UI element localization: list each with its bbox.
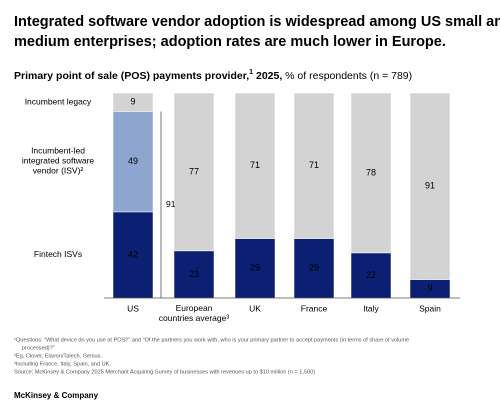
bar-segment: [350, 92, 392, 254]
bar-segment: [173, 250, 215, 299]
value-label: 49: [128, 156, 138, 166]
value-label: 29: [250, 263, 260, 273]
chart-title: Integrated software vendor adoption is w…: [14, 14, 500, 50]
x-tick-label: Spain: [419, 303, 441, 313]
legend-label: Incumbent-led integrated software vendor (…: [22, 146, 95, 176]
chart-subtitle: Primary point of sale (POS) payments pro…: [14, 69, 412, 82]
footnote: processed)?”: [22, 345, 55, 351]
value-label: 22: [366, 270, 376, 280]
legend-label: Fintech ISVs: [34, 249, 82, 259]
footnote: ¹Questions: “What device do you use at P…: [14, 337, 409, 343]
value-label: 77: [189, 166, 199, 176]
value-label: 91: [425, 181, 435, 191]
subtitle-unit: % of respondents (n = 789): [282, 70, 412, 82]
bar-segment: [112, 111, 154, 213]
bar-segment: [350, 252, 392, 299]
bar-segment: [409, 92, 451, 280]
x-tick-label: Italy: [363, 303, 379, 313]
footnote: Source: McKinsey & Company 2025 Merchant…: [14, 369, 315, 375]
footnote: ³Including France, Italy, Spain, and UK.: [14, 361, 111, 367]
brand: McKinsey & Company: [14, 391, 99, 400]
subtitle-note: 1: [249, 69, 253, 76]
bar-segment: [234, 92, 276, 239]
bar-segment: [173, 92, 215, 252]
footnote: ²Eg, Clover, Elavon/Talech, Genius.: [14, 353, 102, 359]
bar-segment: [112, 211, 154, 299]
value-label: 42: [128, 249, 138, 259]
x-tick-label: France: [301, 303, 328, 313]
value-label: 29: [309, 263, 319, 273]
value-label: 78: [366, 167, 376, 177]
value-label: 9: [130, 97, 135, 107]
subtitle-year: 2025,: [253, 70, 282, 82]
x-tick-label: US: [127, 303, 139, 313]
bar-segment: [293, 92, 335, 239]
value-label: 71: [250, 160, 260, 170]
bar-segment: [112, 92, 154, 112]
subtitle-main: Primary point of sale (POS) payments pro…: [14, 70, 249, 82]
value-label: 23: [189, 269, 199, 279]
value-label: 71: [309, 160, 319, 170]
bracket-label: 91: [166, 199, 176, 209]
value-label: 9: [427, 283, 432, 293]
x-tick-label: UK: [249, 303, 261, 313]
legend-label: Incumbent legacy: [25, 96, 92, 106]
x-tick-label: European countries average³: [159, 303, 230, 323]
